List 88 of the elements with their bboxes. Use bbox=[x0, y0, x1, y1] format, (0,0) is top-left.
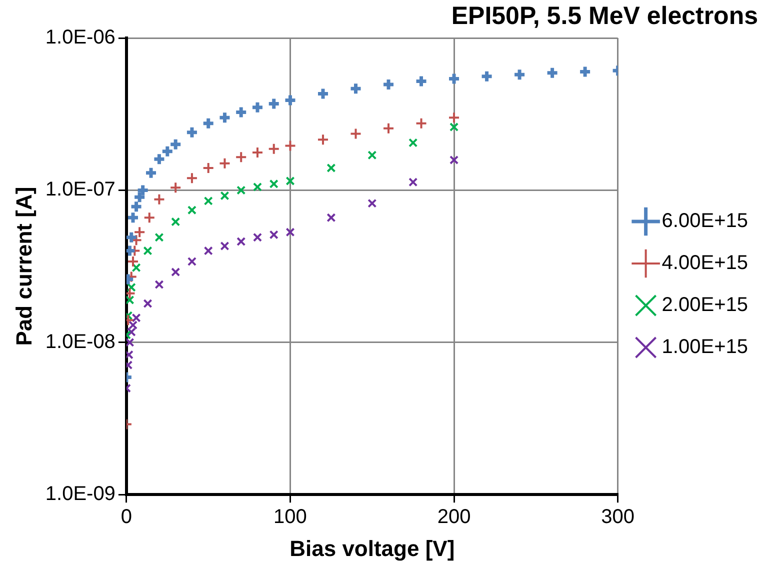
point bbox=[187, 206, 196, 215]
point bbox=[187, 256, 196, 266]
point bbox=[171, 217, 180, 226]
y-tick-label: 1.0E-07 bbox=[45, 178, 116, 201]
point bbox=[126, 282, 136, 292]
point bbox=[234, 106, 248, 120]
point bbox=[132, 190, 146, 204]
x-tick-label: 100 bbox=[274, 506, 307, 528]
point bbox=[546, 66, 560, 80]
point bbox=[204, 246, 213, 256]
point bbox=[143, 299, 152, 308]
point bbox=[578, 65, 592, 79]
point bbox=[170, 182, 182, 194]
point bbox=[154, 232, 164, 242]
chart-title: EPI50P, 5.5 MeV electrons bbox=[451, 2, 758, 30]
point bbox=[202, 116, 216, 130]
point bbox=[350, 128, 362, 140]
point bbox=[284, 140, 296, 152]
point bbox=[286, 176, 295, 186]
point bbox=[132, 263, 141, 272]
point bbox=[316, 87, 330, 101]
x-axis-title: Bias voltage [V] bbox=[290, 536, 455, 561]
point bbox=[236, 236, 246, 246]
point bbox=[382, 78, 396, 92]
y-axis-title: Pad current [A] bbox=[11, 186, 36, 346]
point bbox=[448, 112, 460, 124]
point bbox=[160, 144, 174, 158]
point bbox=[236, 186, 246, 195]
point bbox=[185, 126, 199, 140]
point bbox=[512, 68, 526, 82]
point bbox=[408, 178, 418, 187]
y-tick-label: 1.0E-08 bbox=[45, 330, 116, 353]
point bbox=[269, 179, 278, 188]
point bbox=[349, 82, 362, 96]
point bbox=[415, 117, 428, 130]
x-tick-label: 300 bbox=[601, 506, 634, 528]
point bbox=[326, 163, 336, 172]
point bbox=[218, 157, 231, 170]
point bbox=[286, 228, 295, 237]
point bbox=[283, 93, 297, 107]
point bbox=[252, 182, 262, 192]
x-tick-label: 200 bbox=[437, 506, 471, 528]
point bbox=[220, 191, 230, 200]
point bbox=[143, 246, 152, 256]
point bbox=[252, 232, 262, 242]
point bbox=[269, 230, 278, 240]
point bbox=[134, 226, 146, 238]
point bbox=[316, 134, 329, 146]
point bbox=[368, 150, 377, 160]
legend-label: 1.00E+15 bbox=[662, 336, 748, 358]
point bbox=[168, 138, 182, 152]
point bbox=[130, 200, 144, 214]
point bbox=[143, 212, 156, 224]
point bbox=[251, 146, 264, 158]
y-tick-label: 1.0E-09 bbox=[45, 483, 116, 506]
point bbox=[126, 230, 138, 244]
point bbox=[153, 193, 166, 206]
point bbox=[152, 152, 166, 166]
point bbox=[171, 267, 180, 277]
point bbox=[368, 198, 377, 208]
point bbox=[382, 122, 395, 134]
point bbox=[449, 155, 459, 164]
point bbox=[326, 213, 336, 222]
point bbox=[268, 142, 280, 155]
point bbox=[202, 162, 214, 174]
point bbox=[480, 70, 494, 84]
point bbox=[449, 122, 459, 132]
point bbox=[220, 241, 230, 251]
point bbox=[126, 295, 134, 305]
point bbox=[218, 110, 232, 124]
point bbox=[127, 256, 139, 268]
point bbox=[154, 280, 164, 290]
point bbox=[186, 172, 198, 184]
point bbox=[136, 183, 150, 197]
legend-label: 6.00E+15 bbox=[662, 210, 748, 232]
y-tick-label: 1.0E-06 bbox=[45, 26, 116, 49]
point bbox=[235, 151, 248, 164]
point bbox=[447, 72, 461, 86]
point bbox=[126, 210, 140, 224]
point bbox=[408, 138, 418, 148]
point bbox=[267, 96, 281, 110]
legend-label: 4.00E+15 bbox=[662, 252, 748, 274]
x-tick-label: 0 bbox=[120, 506, 132, 528]
point bbox=[204, 196, 213, 206]
legend-label: 2.00E+15 bbox=[662, 294, 748, 316]
point bbox=[414, 74, 428, 88]
point bbox=[144, 166, 158, 180]
point bbox=[250, 100, 264, 114]
